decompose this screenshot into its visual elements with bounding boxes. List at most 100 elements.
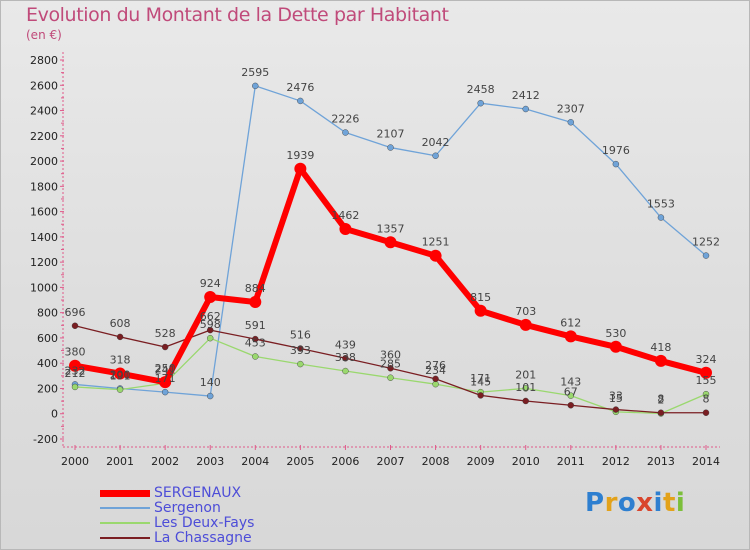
data-label: 1252 bbox=[692, 236, 720, 249]
data-point bbox=[204, 291, 217, 304]
data-label: 608 bbox=[110, 317, 131, 330]
data-point bbox=[161, 388, 169, 396]
data-label: 2412 bbox=[512, 89, 540, 102]
data-point bbox=[207, 392, 214, 400]
data-label: 2476 bbox=[286, 81, 314, 94]
data-label: 67 bbox=[564, 385, 578, 398]
series-sergenaux bbox=[69, 162, 712, 389]
logo-letter: x bbox=[636, 488, 654, 518]
data-label: 360 bbox=[380, 348, 401, 361]
data-point bbox=[161, 343, 169, 351]
data-label: 276 bbox=[425, 359, 446, 372]
data-label: 171 bbox=[155, 372, 176, 385]
x-tick-label: 2002 bbox=[151, 455, 179, 468]
data-label: 101 bbox=[515, 381, 536, 394]
data-point bbox=[207, 334, 214, 342]
data-point bbox=[702, 390, 710, 398]
data-label: 393 bbox=[290, 344, 311, 357]
data-point bbox=[342, 129, 349, 136]
data-point bbox=[294, 162, 307, 175]
data-label: 250 bbox=[155, 362, 176, 375]
data-label: 318 bbox=[110, 354, 131, 367]
data-label: 200 bbox=[110, 368, 131, 381]
x-tick-label: 2007 bbox=[377, 455, 405, 468]
y-tick-label: 1000 bbox=[30, 281, 58, 294]
data-label: 2 bbox=[657, 393, 664, 406]
data-label: 703 bbox=[515, 305, 536, 318]
data-label: 1462 bbox=[331, 209, 359, 222]
y-tick-label: 400 bbox=[37, 357, 58, 370]
data-label: 324 bbox=[696, 353, 717, 366]
proxiti-logo: Proxiti bbox=[585, 488, 685, 518]
x-tick-label: 2009 bbox=[467, 455, 495, 468]
data-point bbox=[477, 100, 484, 107]
data-point bbox=[522, 397, 529, 405]
data-point bbox=[71, 322, 79, 330]
data-point bbox=[657, 409, 665, 416]
data-label: 591 bbox=[245, 319, 266, 332]
data-label: 33 bbox=[609, 390, 623, 403]
x-tick-label: 2008 bbox=[422, 455, 450, 468]
data-point bbox=[519, 318, 532, 331]
data-label: 8 bbox=[657, 393, 664, 406]
data-label: 2042 bbox=[422, 136, 450, 149]
data-label: 530 bbox=[605, 327, 626, 340]
legend-swatch bbox=[100, 522, 150, 524]
data-point bbox=[339, 223, 352, 236]
data-label: 191 bbox=[110, 370, 131, 383]
data-point bbox=[252, 82, 259, 90]
data-point bbox=[342, 355, 349, 362]
data-point bbox=[612, 406, 620, 413]
data-label: 241 bbox=[155, 363, 176, 376]
data-label: 1976 bbox=[602, 144, 630, 157]
legend-item: La Chassagne bbox=[100, 530, 500, 546]
logo-letter: r bbox=[604, 488, 618, 518]
data-label: 232 bbox=[65, 364, 86, 377]
data-point bbox=[477, 392, 484, 399]
y-tick-label: 2400 bbox=[30, 105, 58, 118]
legend-item: Les Deux-Fays bbox=[100, 515, 500, 531]
y-tick-label: 0 bbox=[51, 408, 58, 421]
x-tick-label: 2001 bbox=[106, 455, 134, 468]
y-tick-label: 1200 bbox=[30, 256, 58, 269]
y-tick-label: 2000 bbox=[30, 155, 58, 168]
data-label: 418 bbox=[650, 341, 671, 354]
logo-letter: i bbox=[653, 488, 663, 518]
data-point bbox=[567, 402, 574, 409]
data-point bbox=[564, 330, 577, 343]
data-label: 924 bbox=[200, 277, 221, 290]
data-point bbox=[700, 366, 712, 379]
data-label: 662 bbox=[200, 310, 221, 323]
legend-label: Sergenon bbox=[154, 500, 221, 516]
data-point bbox=[69, 359, 81, 372]
data-point bbox=[384, 236, 397, 249]
data-point bbox=[387, 365, 394, 372]
y-tick-label: 2600 bbox=[30, 79, 58, 92]
data-label: 234 bbox=[425, 364, 446, 377]
x-tick-label: 2004 bbox=[241, 455, 269, 468]
data-point bbox=[387, 374, 394, 381]
data-point bbox=[297, 360, 304, 368]
data-point bbox=[297, 97, 304, 105]
y-tick-label: 2200 bbox=[30, 130, 58, 143]
data-label: 2307 bbox=[557, 102, 585, 115]
data-point bbox=[252, 353, 259, 360]
legend-item: Sergenon bbox=[100, 500, 500, 516]
data-label: 2595 bbox=[241, 66, 269, 79]
x-tick-label: 2014 bbox=[692, 455, 720, 468]
data-label: 528 bbox=[155, 327, 176, 340]
data-label: 145 bbox=[470, 375, 491, 388]
logo-letter: P bbox=[585, 488, 605, 518]
legend-swatch bbox=[100, 537, 150, 539]
y-tick-label: 2800 bbox=[30, 54, 58, 67]
series-la-chassagne bbox=[71, 322, 710, 416]
y-tick-label: 1400 bbox=[30, 231, 58, 244]
data-point bbox=[474, 304, 487, 317]
legend: SERGENAUX Sergenon Les Deux-Fays La Chassag… bbox=[100, 485, 500, 546]
data-point bbox=[159, 376, 172, 389]
data-point bbox=[207, 326, 214, 334]
y-tick-label: -200 bbox=[33, 433, 58, 446]
legend-swatch bbox=[100, 489, 150, 497]
data-point bbox=[116, 386, 124, 393]
logo-letter: o bbox=[617, 488, 637, 518]
